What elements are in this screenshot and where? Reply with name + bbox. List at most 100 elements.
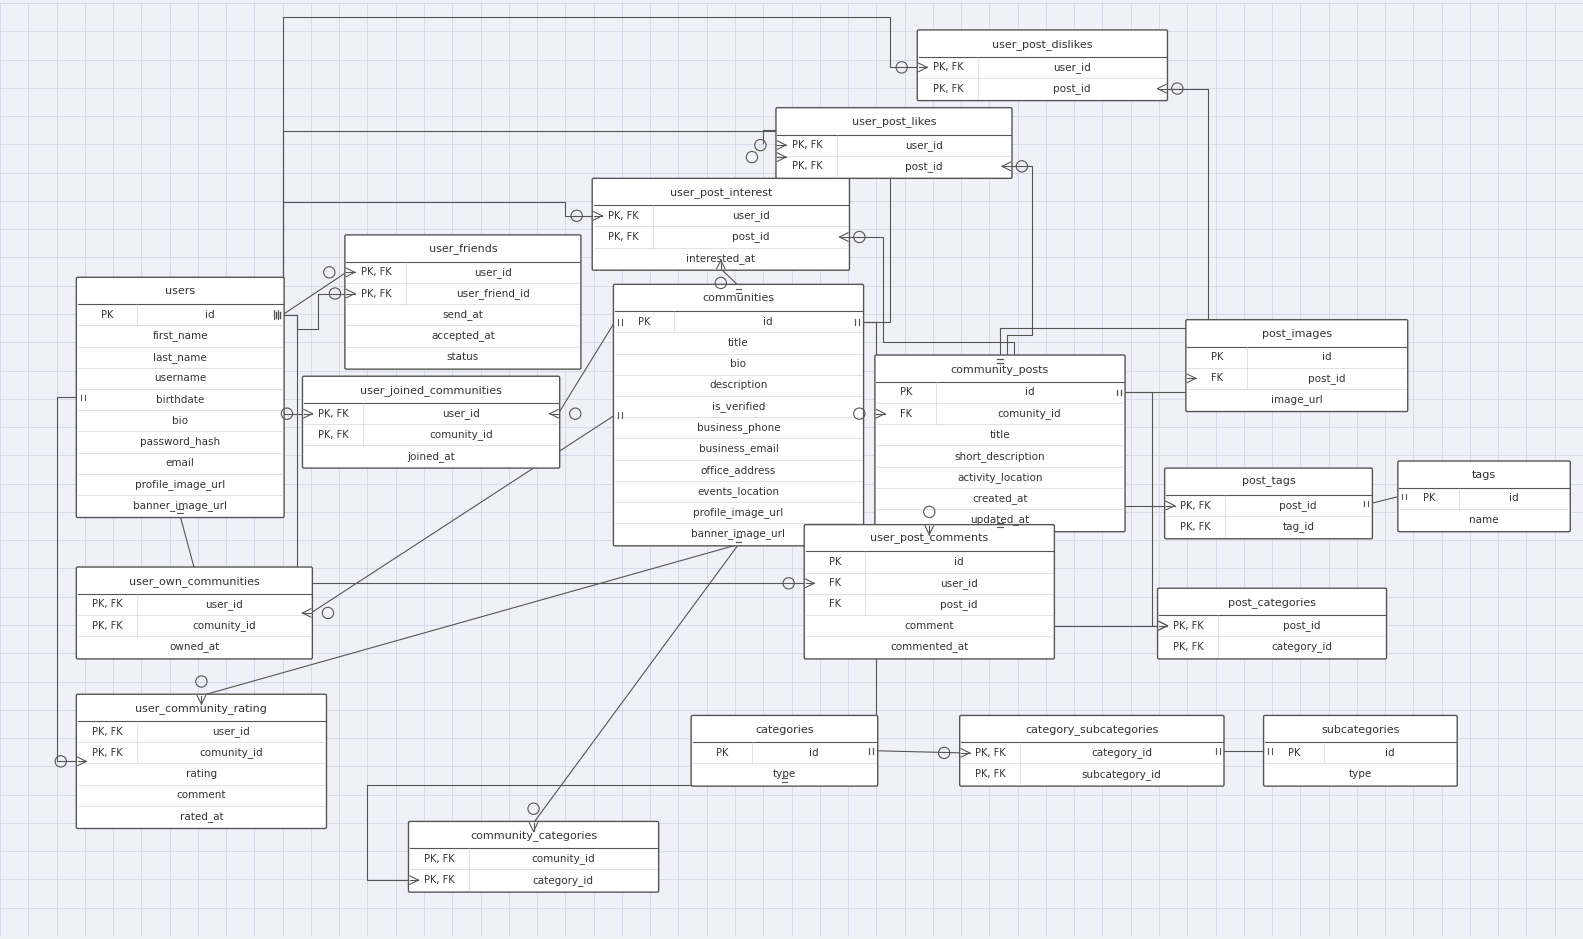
Text: joined_at: joined_at [407, 451, 454, 462]
Text: category_id: category_id [1271, 641, 1333, 653]
Text: user_id: user_id [442, 408, 480, 419]
Text: user_post_interest: user_post_interest [670, 187, 773, 198]
FancyBboxPatch shape [345, 235, 581, 369]
Text: PK, FK: PK, FK [792, 140, 822, 150]
Text: activity_location: activity_location [958, 471, 1043, 483]
Text: user_id: user_id [206, 599, 242, 610]
FancyBboxPatch shape [76, 277, 283, 517]
Text: status: status [446, 352, 480, 362]
Text: subcategories: subcategories [1322, 725, 1399, 734]
FancyBboxPatch shape [592, 178, 850, 270]
Text: accepted_at: accepted_at [431, 331, 495, 342]
Text: username: username [154, 374, 206, 383]
Text: PK, FK: PK, FK [318, 430, 348, 439]
Text: PK: PK [716, 747, 728, 758]
Text: user_friends: user_friends [429, 243, 497, 254]
Text: user_id: user_id [731, 210, 769, 222]
Text: PK, FK: PK, FK [1181, 522, 1211, 531]
Text: FK: FK [1211, 374, 1224, 383]
Text: password_hash: password_hash [141, 437, 220, 447]
Text: PK: PK [101, 310, 114, 320]
Text: profile_image_url: profile_image_url [135, 479, 225, 490]
Text: category_id: category_id [533, 874, 594, 885]
Text: comment: comment [177, 791, 226, 800]
Text: user_id: user_id [1053, 62, 1091, 73]
FancyBboxPatch shape [302, 377, 560, 468]
Text: banner_image_url: banner_image_url [133, 500, 228, 511]
Text: PK: PK [638, 316, 651, 327]
FancyBboxPatch shape [1186, 319, 1407, 411]
Text: FK: FK [901, 408, 912, 419]
Text: user_id: user_id [905, 140, 942, 150]
Text: tag_id: tag_id [1282, 521, 1314, 532]
Text: communities: communities [703, 294, 774, 303]
Text: PK, FK: PK, FK [424, 875, 454, 885]
Text: categories: categories [755, 725, 814, 734]
Text: rating: rating [185, 769, 217, 779]
Text: post_id: post_id [940, 599, 978, 610]
Text: PK, FK: PK, FK [792, 162, 822, 171]
Text: title: title [728, 338, 749, 348]
Text: post_id: post_id [1308, 373, 1346, 384]
Text: type: type [773, 769, 796, 779]
Text: id: id [1385, 747, 1395, 758]
Text: comunity_id: comunity_id [199, 747, 263, 759]
Text: PK: PK [1289, 747, 1301, 758]
FancyBboxPatch shape [614, 285, 864, 546]
FancyBboxPatch shape [1398, 461, 1570, 531]
Text: PK, FK: PK, FK [361, 268, 391, 277]
FancyBboxPatch shape [875, 355, 1126, 531]
Text: user_community_rating: user_community_rating [136, 703, 268, 714]
Text: bio: bio [173, 416, 188, 425]
FancyBboxPatch shape [776, 108, 1012, 178]
Text: PK, FK: PK, FK [975, 769, 1007, 779]
Text: banner_image_url: banner_image_url [692, 529, 785, 539]
Text: birthdate: birthdate [157, 394, 204, 405]
FancyBboxPatch shape [959, 716, 1224, 786]
Text: PK: PK [1423, 494, 1436, 503]
FancyBboxPatch shape [408, 822, 659, 892]
Text: PK, FK: PK, FK [424, 854, 454, 864]
Text: short_description: short_description [955, 451, 1045, 462]
Text: user_post_dislikes: user_post_dislikes [993, 38, 1092, 50]
Text: category_subcategories: category_subcategories [1026, 724, 1159, 735]
Text: user_friend_id: user_friend_id [456, 288, 529, 299]
Text: PK, FK: PK, FK [1181, 500, 1211, 511]
Text: user_own_communities: user_own_communities [128, 576, 260, 587]
FancyBboxPatch shape [804, 525, 1054, 659]
Text: FK: FK [829, 599, 841, 609]
Text: send_at: send_at [443, 309, 483, 320]
Text: PK, FK: PK, FK [608, 232, 638, 242]
Text: PK, FK: PK, FK [932, 62, 964, 72]
Text: comunity_id: comunity_id [532, 854, 595, 864]
Text: community_categories: community_categories [470, 830, 597, 841]
Text: PK, FK: PK, FK [92, 621, 123, 631]
Text: user_post_comments: user_post_comments [871, 533, 988, 544]
FancyBboxPatch shape [1263, 716, 1458, 786]
Text: rated_at: rated_at [179, 811, 223, 822]
Text: bio: bio [730, 360, 747, 369]
FancyBboxPatch shape [76, 694, 326, 828]
Text: is_verified: is_verified [712, 401, 765, 412]
Text: post_id: post_id [1282, 621, 1320, 631]
Text: type: type [1349, 769, 1372, 779]
Text: user_post_likes: user_post_likes [852, 116, 936, 128]
Text: id: id [955, 557, 964, 567]
Text: email: email [166, 458, 195, 469]
Text: PK, FK: PK, FK [92, 747, 123, 758]
Text: post_id: post_id [1053, 84, 1091, 94]
Text: id: id [206, 310, 215, 320]
Text: name: name [1469, 515, 1499, 525]
FancyBboxPatch shape [76, 567, 312, 659]
Text: comment: comment [904, 621, 955, 631]
Text: office_address: office_address [701, 465, 776, 476]
Text: tags: tags [1472, 470, 1496, 480]
Text: PK, FK: PK, FK [361, 288, 391, 299]
Text: PK, FK: PK, FK [318, 408, 348, 419]
Text: community_posts: community_posts [951, 363, 1050, 375]
FancyBboxPatch shape [917, 30, 1168, 100]
Text: post_id: post_id [731, 232, 769, 242]
Text: comunity_id: comunity_id [429, 429, 492, 440]
Text: user_id: user_id [212, 726, 250, 737]
Text: post_id: post_id [1279, 500, 1317, 511]
